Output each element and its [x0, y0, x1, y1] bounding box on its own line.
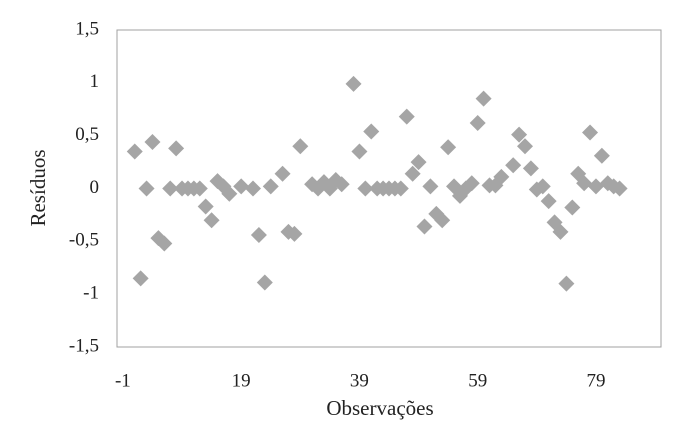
point — [333, 176, 350, 193]
point — [156, 235, 173, 252]
y-tick-label: -0,5 — [69, 230, 99, 251]
point — [351, 143, 368, 160]
point — [197, 198, 214, 215]
point — [410, 154, 427, 171]
x-tick-label: 59 — [468, 370, 487, 391]
x-tick-label: 19 — [232, 370, 251, 391]
point — [191, 180, 208, 197]
point — [593, 147, 610, 164]
point — [517, 138, 533, 155]
plot-area — [116, 29, 662, 348]
y-axis-title: Resíduos — [26, 149, 50, 226]
point — [534, 178, 551, 195]
y-tick-label: -1,5 — [69, 335, 99, 356]
point — [168, 140, 185, 157]
x-tick-label: 39 — [350, 370, 369, 391]
point — [126, 143, 143, 160]
point — [138, 180, 155, 197]
point — [576, 175, 593, 192]
point — [540, 193, 557, 210]
point — [558, 275, 575, 292]
point — [250, 226, 267, 243]
point — [416, 218, 433, 235]
point — [404, 165, 421, 182]
y-tick-label: 1,5 — [75, 18, 99, 39]
point — [469, 114, 486, 131]
point — [357, 180, 374, 197]
point — [392, 180, 409, 197]
point — [221, 185, 238, 202]
point — [292, 138, 309, 155]
point — [552, 223, 569, 240]
point — [582, 124, 599, 141]
point — [422, 178, 439, 195]
point — [440, 139, 457, 156]
point — [564, 199, 581, 216]
point — [434, 212, 451, 229]
point — [256, 274, 273, 291]
point — [505, 157, 522, 174]
point — [345, 75, 362, 92]
point — [587, 178, 604, 195]
point — [274, 165, 291, 182]
point — [245, 180, 261, 197]
point — [286, 225, 303, 242]
point — [203, 212, 220, 229]
point — [611, 180, 628, 197]
x-tick-label: 79 — [586, 370, 605, 391]
y-tick-label: 1 — [90, 71, 100, 92]
point — [144, 134, 161, 151]
point — [162, 180, 179, 197]
x-axis-title: Observações — [326, 396, 433, 420]
point — [398, 108, 415, 125]
y-tick-label: -1 — [83, 283, 99, 304]
point — [132, 270, 149, 287]
point — [233, 178, 250, 195]
y-tick-label: 0,5 — [75, 124, 99, 145]
x-tick-label: -1 — [115, 370, 131, 391]
point — [493, 168, 510, 185]
y-tick-label: 0 — [90, 177, 100, 198]
point — [463, 175, 480, 192]
point — [522, 160, 539, 177]
point — [511, 126, 528, 143]
point — [475, 90, 492, 107]
point — [262, 178, 279, 195]
point — [363, 123, 380, 140]
